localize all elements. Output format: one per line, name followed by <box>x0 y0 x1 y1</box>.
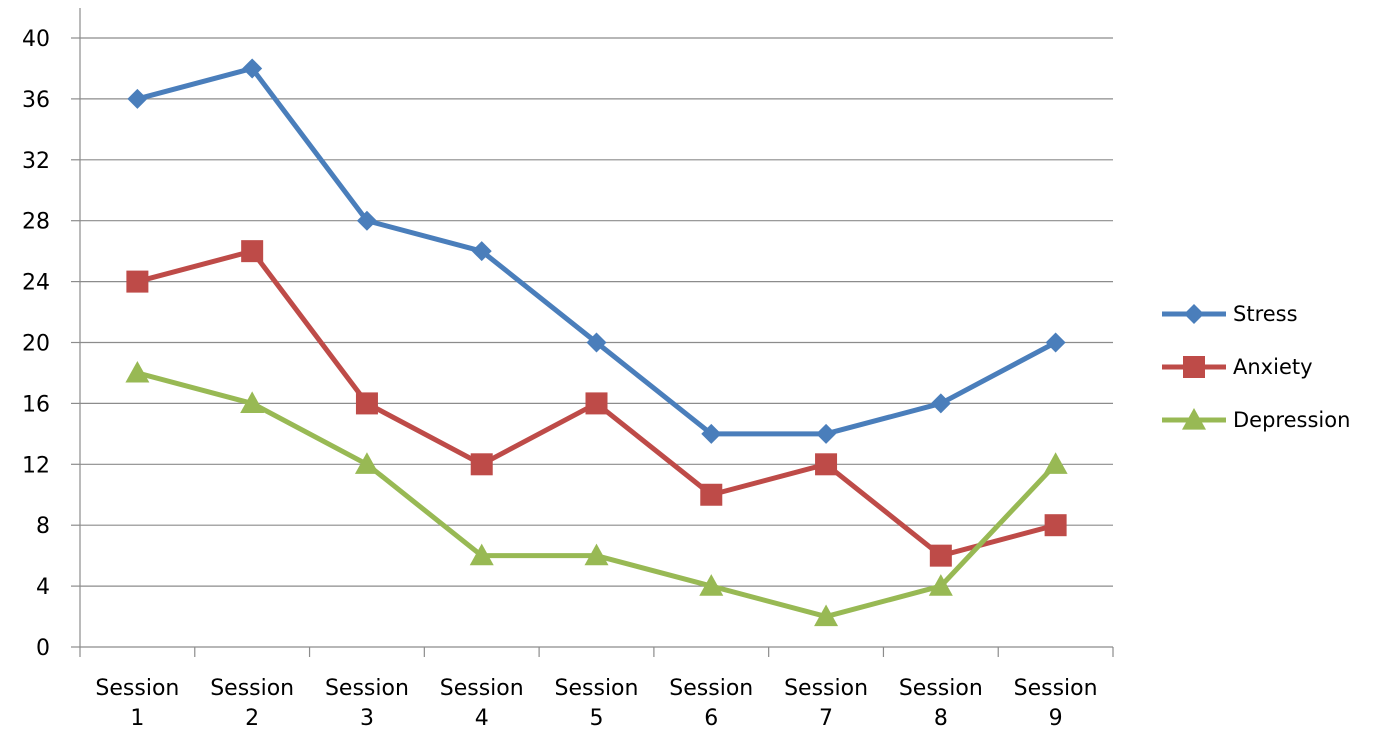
legend-item-stress: Stress <box>1162 302 1298 326</box>
data-point-stress <box>356 210 377 231</box>
x-tick-label: 9 <box>1049 706 1063 731</box>
data-point-depression <box>584 543 609 566</box>
data-point-depression <box>928 574 953 596</box>
x-tick-label: Session <box>95 676 179 701</box>
data-point-stress <box>242 58 263 79</box>
legend: Stress Anxiety Depression <box>1162 302 1350 432</box>
legend-marker-anxiety <box>1183 356 1205 378</box>
series <box>125 58 1068 627</box>
data-point-depression <box>240 391 265 413</box>
data-point-depression <box>1043 452 1068 474</box>
y-tick-label: 0 <box>36 636 50 661</box>
x-tick-label: Session <box>1014 676 1098 701</box>
axes: 0481216202428323640Session1Session2Sessi… <box>22 8 1114 731</box>
series-line-stress <box>134 65 1059 437</box>
y-tick-label: 16 <box>22 392 50 417</box>
data-point-stress <box>586 332 607 353</box>
y-tick-label: 32 <box>22 149 50 174</box>
y-tick-label: 24 <box>22 271 50 296</box>
data-point-anxiety <box>815 453 838 476</box>
x-tick-label: Session <box>555 676 639 701</box>
gridlines <box>80 37 1113 587</box>
y-tick-label: 8 <box>36 514 50 539</box>
y-tick-label: 40 <box>22 27 50 52</box>
legend-label-stress: Stress <box>1233 302 1298 326</box>
x-tick-label: 2 <box>245 706 259 731</box>
x-tick-label: Session <box>210 676 294 701</box>
y-tick-label: 20 <box>22 332 50 357</box>
x-tick-label: 4 <box>475 706 489 731</box>
legend-marker-stress <box>1184 304 1204 324</box>
data-point-depression <box>814 604 839 627</box>
y-tick-label: 28 <box>22 210 50 235</box>
data-point-depression <box>699 574 724 596</box>
x-tick-label: 5 <box>590 706 604 731</box>
series-stress <box>127 58 1066 444</box>
data-point-anxiety <box>585 392 608 415</box>
x-tick-label: Session <box>325 676 409 701</box>
data-point-anxiety <box>126 270 149 293</box>
data-point-anxiety <box>241 240 264 263</box>
data-point-anxiety <box>1044 514 1067 537</box>
series-anxiety <box>126 240 1067 567</box>
data-point-depression <box>469 543 494 566</box>
legend-marker-depression <box>1182 408 1206 430</box>
x-tick-label: 7 <box>819 706 833 731</box>
legend-label-depression: Depression <box>1233 408 1350 432</box>
data-point-anxiety <box>929 544 952 567</box>
data-point-stress <box>930 393 951 414</box>
x-tick-label: 1 <box>130 706 144 731</box>
data-point-stress <box>701 423 722 444</box>
data-point-stress <box>127 88 148 109</box>
x-tick-label: Session <box>440 676 524 701</box>
x-tick-label: 8 <box>934 706 948 731</box>
y-tick-label: 36 <box>22 88 50 113</box>
x-tick-label: 3 <box>360 706 374 731</box>
legend-label-anxiety: Anxiety <box>1233 355 1313 379</box>
y-tick-label: 4 <box>36 575 50 600</box>
data-point-stress <box>816 423 837 444</box>
data-point-anxiety <box>700 483 723 506</box>
legend-item-depression: Depression <box>1162 408 1350 432</box>
x-tick-label: Session <box>784 676 868 701</box>
y-tick-label: 12 <box>22 453 50 478</box>
x-tick-label: Session <box>899 676 983 701</box>
data-point-stress <box>1045 332 1066 353</box>
x-tick-label: 6 <box>704 706 718 731</box>
data-point-depression <box>354 452 379 474</box>
series-depression <box>125 360 1068 627</box>
data-point-stress <box>471 241 492 262</box>
x-tick-label: Session <box>669 676 753 701</box>
data-point-depression <box>125 360 150 383</box>
data-point-anxiety <box>355 392 378 415</box>
data-point-anxiety <box>470 453 493 476</box>
legend-item-anxiety: Anxiety <box>1162 355 1313 379</box>
